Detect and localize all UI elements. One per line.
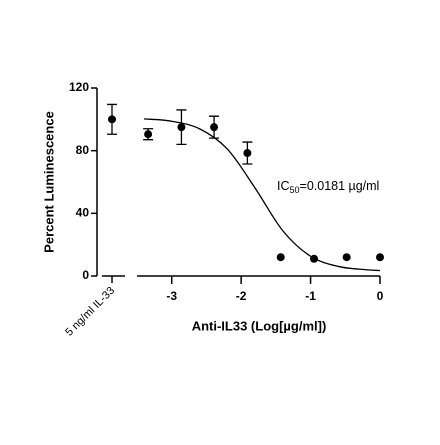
y-axis-label: Percent Luminescence (41, 111, 56, 253)
control-label: 5 ng/ml IL-33 (63, 285, 117, 339)
point (376, 253, 384, 262)
x-axis-label: Anti-IL33 (Log[µg/ml]) (192, 318, 327, 333)
x-tick-label: -1 (305, 289, 316, 303)
y-tick-label: 80 (76, 143, 90, 157)
point (243, 149, 252, 158)
x-tick-label: 0 (377, 289, 384, 303)
annotation-subscript: 50 (290, 185, 300, 195)
point (276, 253, 285, 262)
control-point (108, 115, 116, 124)
y-tick-label: 40 (76, 206, 90, 220)
point (310, 254, 319, 263)
point (342, 253, 351, 262)
annotation-prefix: IC (277, 179, 290, 193)
x-tick-label: -3 (166, 289, 177, 303)
y-tick-label: 0 (82, 268, 89, 282)
point (144, 130, 153, 139)
point (210, 123, 219, 132)
annotation-suffix: =0.0181 µg/ml (300, 179, 380, 193)
x-tick-label: -2 (236, 289, 247, 303)
fit-curve (143, 118, 381, 272)
point (177, 123, 186, 132)
annotation: IC50=0.0181 µg/ml (277, 179, 379, 195)
y-tick-label: 120 (69, 80, 89, 94)
